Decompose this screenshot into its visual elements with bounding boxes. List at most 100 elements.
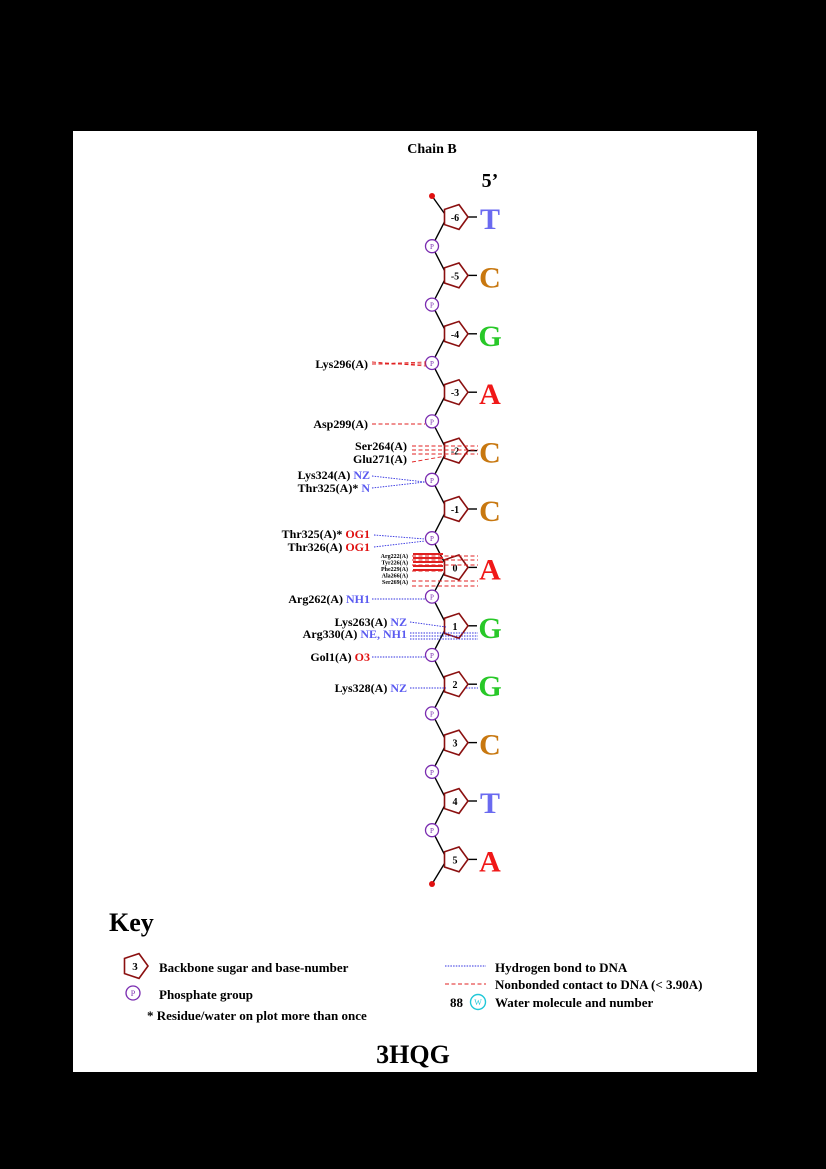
base-letter: G: [478, 320, 501, 353]
atom-name: NZ: [350, 468, 370, 482]
atom-name: NZ: [387, 681, 407, 695]
phosphate-label: P: [430, 594, 434, 602]
dna-backbone: -6 T P -5 C P -4 G P -3 A P -2 C P -1 C P 0 A P 1 G P 2 G P 3 C P 4 T P 5…: [426, 193, 502, 887]
phosphate-label: P: [430, 360, 434, 368]
five-prime-end-dot: [429, 193, 435, 199]
atom-name: O3: [352, 650, 370, 664]
key-water-number: 88: [450, 995, 463, 1011]
residue-label: Lys324(A) NZ: [298, 468, 370, 482]
residue-name: Lys324(A): [298, 468, 351, 482]
phosphate-label: P: [430, 769, 434, 777]
base-letter: C: [479, 437, 501, 470]
key-phosphate-text: Phosphate group: [159, 987, 253, 1003]
phosphate-label: P: [430, 418, 434, 426]
sugar-number: 1: [453, 622, 458, 633]
residue-label: Ser264(A): [355, 439, 407, 453]
nonbonded-contact-marker: [413, 565, 443, 567]
residue-name: Gol1(A): [310, 650, 351, 664]
atom-name: NE, NH1: [357, 627, 407, 641]
small-residue-label: Ser269(A): [382, 579, 408, 586]
residue-label: Arg262(A) NH1: [288, 592, 370, 606]
hydrogen-bond-line: [374, 535, 425, 539]
sugar-number: 4: [453, 797, 458, 808]
sugar-number: -1: [451, 505, 459, 516]
small-residue-label: Tyr226(A): [381, 560, 408, 567]
atom-name: NH1: [343, 592, 370, 606]
residue-name: Lys328(A): [335, 681, 388, 695]
phosphate-label: P: [430, 535, 434, 543]
residue-name: Thr325(A)*: [282, 527, 343, 541]
residue-label: Glu271(A): [353, 452, 407, 466]
phosphate-label: P: [430, 827, 434, 835]
residue-name: Thr325(A)*: [298, 481, 359, 495]
phosphate-label: P: [430, 243, 434, 251]
base-letter: C: [479, 495, 501, 528]
atom-name: OG1: [342, 527, 370, 541]
phosphate-label: P: [430, 710, 434, 718]
nonbonded-contact-marker: [413, 557, 443, 559]
hydrogen-bond-line: [374, 541, 425, 547]
base-letter: C: [479, 261, 501, 294]
base-letter: G: [478, 612, 501, 645]
nonbonded-contact-marker: [413, 561, 443, 563]
residue-name: Arg262(A): [288, 592, 343, 606]
small-residue-label: Ala266(A): [382, 573, 408, 580]
key-sample-number: 3: [132, 961, 138, 973]
five-prime-label: 5’: [482, 170, 499, 192]
hydrogen-bond-line: [410, 622, 446, 627]
key-nonbond-text: Nonbonded contact to DNA (< 3.90A): [495, 977, 702, 993]
residue-label: Thr325(A)* N: [298, 481, 371, 495]
atom-name: OG1: [342, 540, 370, 554]
sugar-number: 3: [453, 739, 458, 750]
sugar-number: -5: [451, 271, 459, 282]
residue-name: Ser264(A): [355, 439, 407, 453]
residue-name: Arg330(A): [303, 627, 358, 641]
atom-name: N: [358, 481, 370, 495]
phosphate-label: P: [430, 477, 434, 485]
base-letter: A: [479, 845, 501, 878]
hydrogen-bond-line: [372, 482, 425, 488]
residue-label: Asp299(A): [313, 417, 368, 431]
residue-name: Thr326(A): [288, 540, 343, 554]
key-hbond-text: Hydrogen bond to DNA: [495, 960, 627, 976]
key-title: Key: [109, 908, 154, 938]
nonbonded-contact-marker: [413, 553, 443, 555]
phosphate-label: P: [430, 652, 434, 660]
key-water-text: Water molecule and number: [495, 995, 653, 1011]
small-residue-label: Phe229(A): [381, 566, 408, 573]
residue-label: Arg330(A) NE, NH1: [303, 627, 407, 641]
sugar-number: -2: [451, 447, 459, 458]
key-water-symbol: W: [474, 998, 482, 1007]
sugar-number: -3: [451, 388, 459, 399]
residue-label: Thr325(A)* OG1: [282, 527, 370, 541]
chain-title: Chain B: [407, 142, 456, 157]
sugar-number: 2: [453, 680, 458, 691]
base-letter: A: [479, 553, 501, 586]
residue-name: Glu271(A): [353, 452, 407, 466]
residue-label: Thr326(A) OG1: [288, 540, 370, 554]
base-letter: T: [480, 203, 500, 236]
small-residue-label: Arg222(A): [381, 553, 408, 560]
sugar-number: -4: [451, 330, 459, 341]
hydrogen-bond-line: [372, 476, 425, 482]
residue-label: Gol1(A) O3: [310, 650, 370, 664]
key-multi-text: * Residue/water on plot more than once: [147, 1008, 367, 1024]
sugar-number: 5: [453, 855, 458, 866]
residue-label: Lys296(A): [315, 357, 368, 371]
key-sugar-text: Backbone sugar and base-number: [159, 960, 348, 976]
pdb-id: 3HQG: [0, 1040, 826, 1070]
nonbonded-contact-marker: [413, 569, 443, 571]
base-letter: C: [479, 729, 501, 762]
three-prime-end-dot: [429, 881, 435, 887]
residue-name: Lys296(A): [315, 357, 368, 371]
base-letter: T: [480, 787, 500, 820]
base-letter: G: [478, 670, 501, 703]
sugar-number: -6: [451, 213, 459, 224]
residue-label: Lys328(A) NZ: [335, 681, 407, 695]
residue-labels: Lys296(A)Asp299(A)Ser264(A)Glu271(A)Lys3…: [282, 357, 408, 695]
residue-name: Asp299(A): [313, 417, 368, 431]
base-letter: A: [479, 378, 501, 411]
phosphate-label: P: [430, 302, 434, 310]
key-phosphate-label: P: [131, 989, 136, 998]
